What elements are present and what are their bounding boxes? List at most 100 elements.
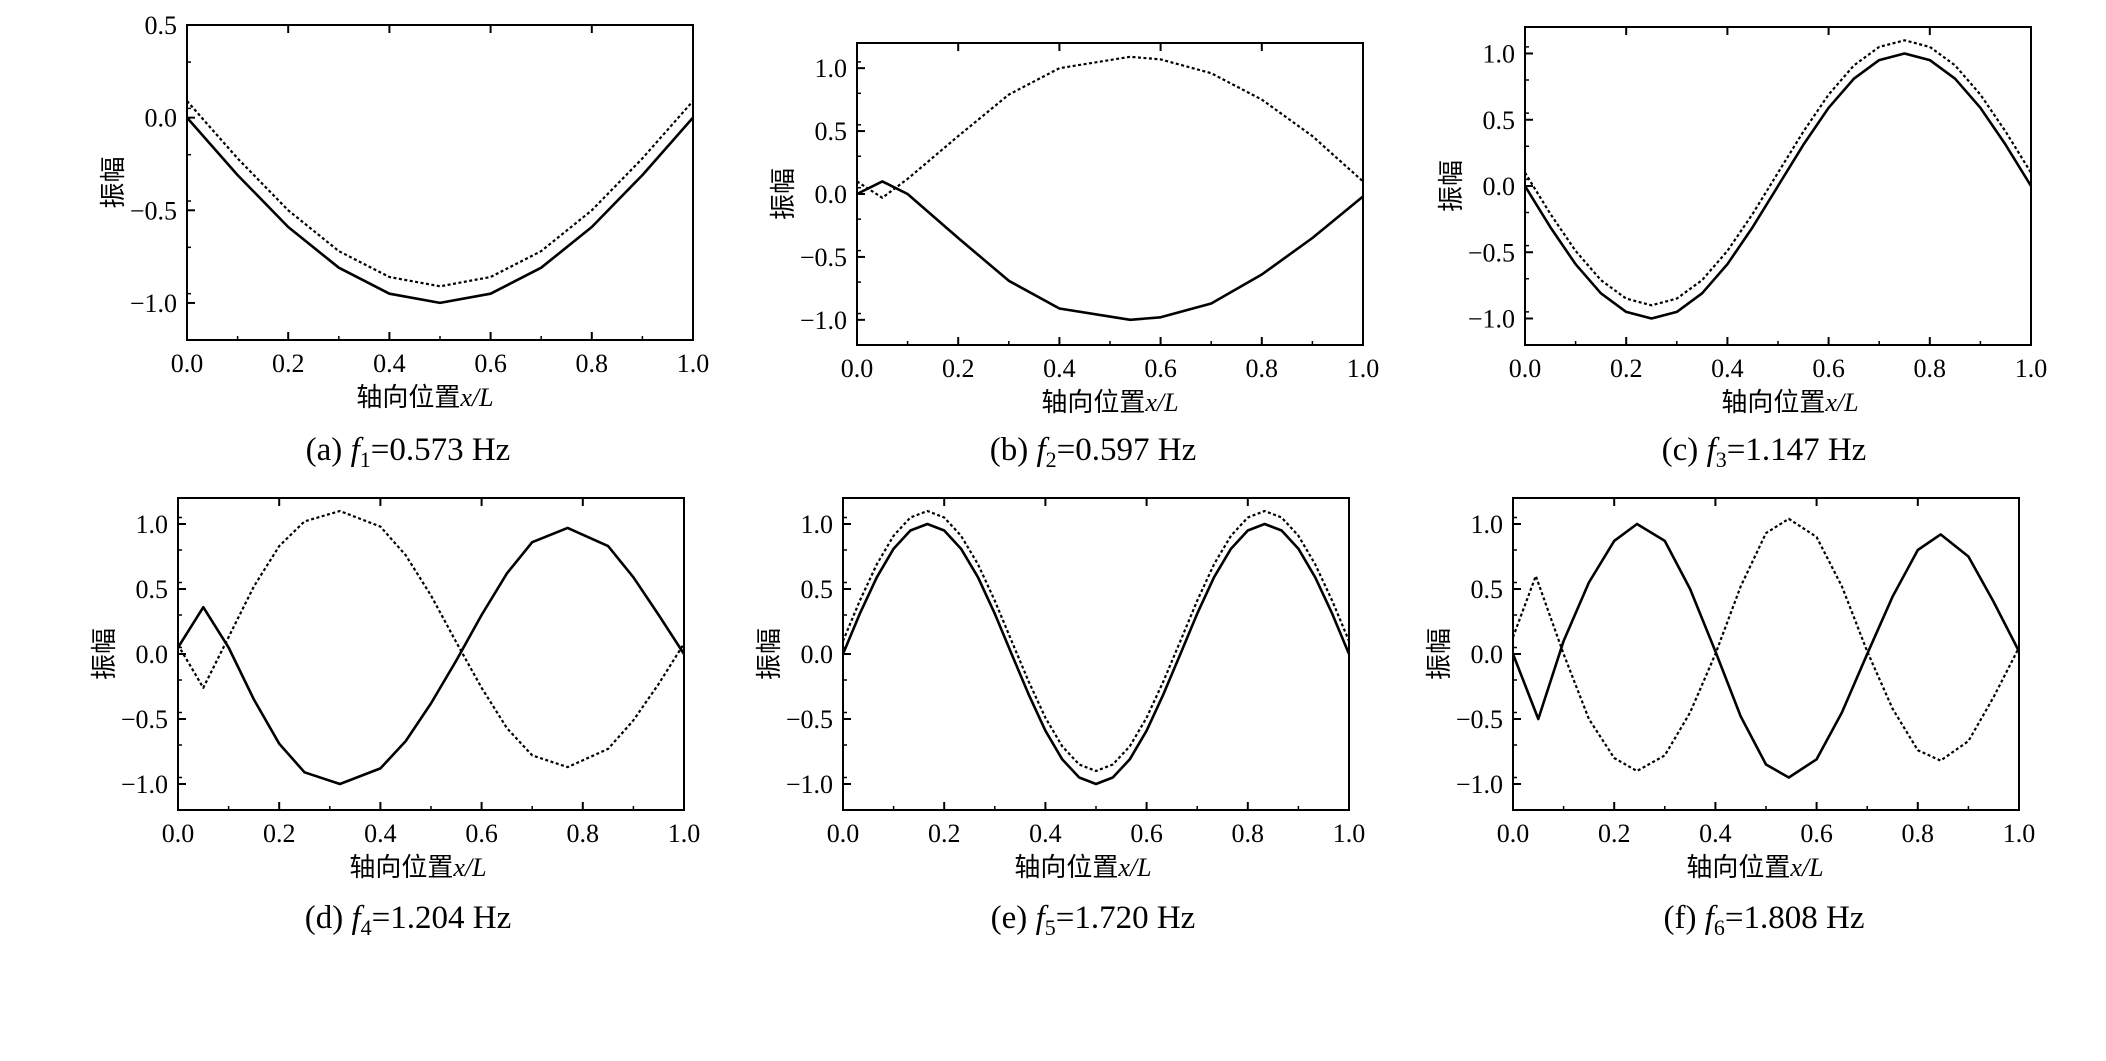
chart-panel: 0.0 0.2 0.4 0.6 0.8 1.0 1.0 0.5 0.0 −0.5 −1.0 振幅轴向位… xyxy=(755,497,1365,940)
plot-frame xyxy=(186,24,694,341)
x-axis-label-text: 轴向位置 xyxy=(1686,853,1790,882)
x-axis-label: 轴向位置x/L xyxy=(1014,853,1151,882)
caption-subscript: 6 xyxy=(1714,915,1725,940)
chart-panel: 0.0 0.2 0.4 0.6 0.8 1.0 1.0 0.5 0.0 −0.5 −1.0 振幅轴向位… xyxy=(769,42,1380,472)
caption-value: =1.808 Hz xyxy=(1725,900,1865,936)
y-tick-label: −1.0 xyxy=(1456,770,1503,799)
x-tick-label: 0.4 xyxy=(373,349,406,378)
x-tick-label: 1.0 xyxy=(2003,819,2036,848)
y-axis-label: 振幅 xyxy=(1425,628,1454,680)
caption-label: (d) xyxy=(305,900,352,936)
x-tick-label: 0.0 xyxy=(162,819,195,848)
y-tick-label: 1.0 xyxy=(1471,510,1504,539)
x-axis-label: 轴向位置x/L xyxy=(356,383,493,412)
panel-caption: (a) f1=0.573 Hz xyxy=(306,432,511,472)
y-tick-label: 0.5 xyxy=(1471,575,1504,604)
caption-subscript: 4 xyxy=(361,915,372,940)
x-axis-label-text: 轴向位置 xyxy=(1041,388,1145,417)
chart-panel: 0.0 0.2 0.4 0.6 0.8 1.0 1.0 0.5 0.0 −0.5 −1.0 振幅轴向位… xyxy=(90,497,700,940)
y-tick-label: 1.0 xyxy=(1483,40,1516,69)
caption-subscript: 1 xyxy=(360,447,371,472)
x-tick-label: 0.4 xyxy=(1711,354,1744,383)
x-tick-label: 0.8 xyxy=(1914,354,1947,383)
x-tick-label: 0.2 xyxy=(263,819,296,848)
y-tick-label: 1.0 xyxy=(815,54,848,83)
y-tick-label: 1.0 xyxy=(136,510,169,539)
caption-label: (b) xyxy=(990,432,1037,468)
x-tick-label: 0.2 xyxy=(942,354,975,383)
y-axis-label: 振幅 xyxy=(1437,160,1466,212)
y-tick-label: 0.5 xyxy=(145,11,178,40)
series-line-dotted xyxy=(856,55,1364,199)
x-tick-label: 0.4 xyxy=(1043,354,1076,383)
x-axis-label-variable: x/L xyxy=(1824,388,1858,417)
x-tick-label: 0.6 xyxy=(474,349,507,378)
chart-panel: 0.0 0.2 0.4 0.6 0.8 1.0 1.0 0.5 0.0 −0.5 −1.0 振幅轴向位… xyxy=(1425,497,2036,940)
x-tick-label: 0.2 xyxy=(928,819,961,848)
series-line-solid xyxy=(1511,522,2021,779)
y-tick-label: −0.5 xyxy=(786,705,833,734)
y-axis-label: 振幅 xyxy=(90,628,119,680)
y-tick-label: 0.5 xyxy=(1483,106,1516,135)
caption-subscript: 5 xyxy=(1045,915,1056,940)
x-tick-label: 0.2 xyxy=(1610,354,1643,383)
x-tick-label: 0.2 xyxy=(272,349,305,378)
y-tick-label: −1.0 xyxy=(800,306,847,335)
panel-caption: (f) f6=1.808 Hz xyxy=(1664,900,1865,940)
x-tick-label: 0.6 xyxy=(1812,354,1845,383)
y-tick-label: −1.0 xyxy=(130,289,177,318)
x-axis-label-text: 轴向位置 xyxy=(1721,388,1825,417)
x-axis-label-variable: x/L xyxy=(459,383,493,412)
y-tick-label: 0.0 xyxy=(1483,172,1516,201)
x-tick-label: 0.0 xyxy=(1497,819,1530,848)
x-tick-label: 0.4 xyxy=(1699,819,1732,848)
x-tick-label: 1.0 xyxy=(677,349,710,378)
caption-value: =1.720 Hz xyxy=(1056,900,1196,936)
x-tick-label: 0.6 xyxy=(1800,819,1833,848)
caption-value: =0.573 Hz xyxy=(371,432,511,468)
series-line-solid xyxy=(176,526,686,786)
y-tick-label: −0.5 xyxy=(1456,705,1503,734)
y-tick-label: 1.0 xyxy=(801,510,834,539)
y-tick-label: −0.5 xyxy=(130,196,177,225)
y-tick-label: −1.0 xyxy=(121,770,168,799)
y-tick-label: −0.5 xyxy=(121,705,168,734)
series-line-dotted xyxy=(1511,517,2020,773)
y-tick-label: 0.5 xyxy=(136,575,169,604)
series-line-solid xyxy=(856,180,1364,322)
plot-frame xyxy=(856,42,1364,346)
plot-frame xyxy=(842,497,1350,811)
y-axis-label: 振幅 xyxy=(99,156,128,208)
x-axis-label-text: 轴向位置 xyxy=(1014,853,1118,882)
x-tick-label: 0.4 xyxy=(364,819,397,848)
caption-label: (a) xyxy=(306,432,351,468)
x-tick-label: 0.0 xyxy=(827,819,860,848)
caption-value: =1.147 Hz xyxy=(1727,432,1867,468)
x-tick-label: 0.2 xyxy=(1598,819,1631,848)
x-tick-label: 0.0 xyxy=(841,354,874,383)
caption-value: =0.597 Hz xyxy=(1057,432,1197,468)
x-axis-label-variable: x/L xyxy=(1144,388,1178,417)
series-line-solid xyxy=(1523,52,2033,320)
x-axis-label: 轴向位置x/L xyxy=(1041,388,1178,417)
x-axis-label-variable: x/L xyxy=(1117,853,1151,882)
caption-value: =1.204 Hz xyxy=(372,900,512,936)
series-line-solid xyxy=(186,116,694,305)
x-axis-label: 轴向位置x/L xyxy=(349,853,486,882)
x-tick-label: 0.6 xyxy=(1130,819,1163,848)
x-tick-label: 0.8 xyxy=(1232,819,1265,848)
x-tick-label: 0.6 xyxy=(1144,354,1177,383)
panel-caption: (d) f4=1.204 Hz xyxy=(305,900,512,940)
y-tick-label: −1.0 xyxy=(786,770,833,799)
x-tick-label: 1.0 xyxy=(1347,354,1380,383)
x-tick-label: 1.0 xyxy=(2015,354,2048,383)
y-tick-label: −0.5 xyxy=(800,243,847,272)
y-tick-label: 0.5 xyxy=(801,575,834,604)
caption-label: (f) xyxy=(1664,900,1705,936)
x-tick-label: 0.8 xyxy=(1902,819,1935,848)
y-tick-label: 0.0 xyxy=(801,640,834,669)
series-line-solid xyxy=(841,522,1351,786)
caption-subscript: 2 xyxy=(1046,447,1057,472)
x-axis-label-variable: x/L xyxy=(452,853,486,882)
series-line-dotted xyxy=(177,509,685,769)
